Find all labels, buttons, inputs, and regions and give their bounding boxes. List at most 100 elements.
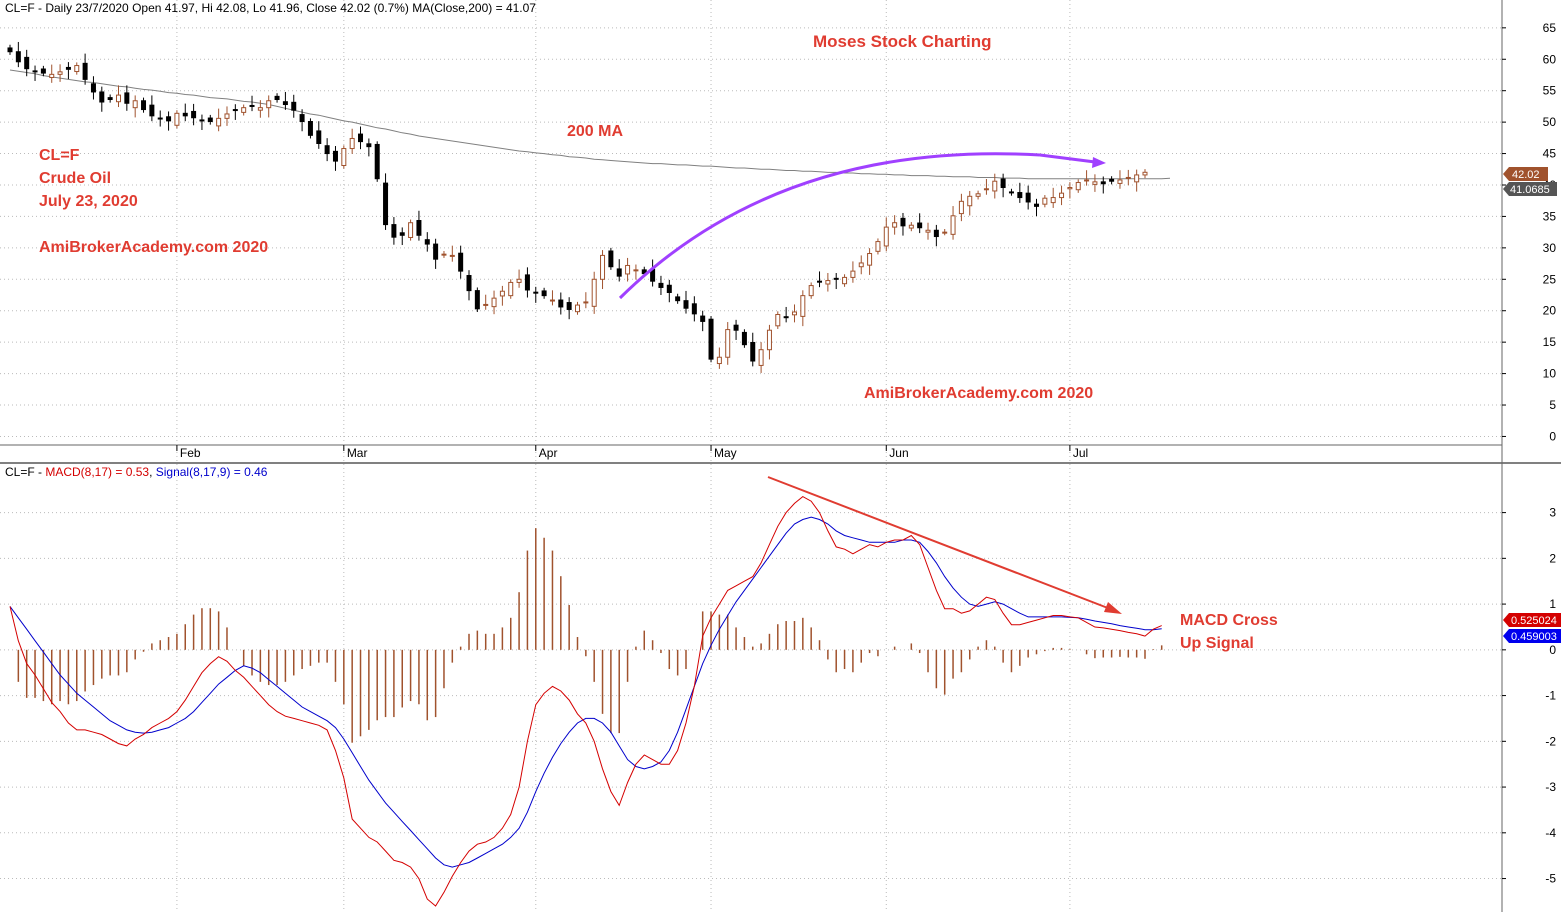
price-tick-label: 5: [1549, 398, 1556, 412]
candle: [124, 85, 130, 111]
candlestick-series: [7, 41, 1148, 373]
price-gridlines: [0, 27, 1502, 437]
candle: [207, 114, 213, 125]
candle: [115, 85, 121, 108]
candle: [741, 329, 747, 348]
candle: [633, 264, 639, 280]
price-tick-label: 10: [1543, 367, 1557, 381]
macd-tick-label: 1: [1549, 597, 1556, 611]
candle: [600, 250, 606, 290]
candle: [616, 259, 622, 282]
candle: [483, 294, 489, 310]
price-tick-label: 65: [1543, 21, 1557, 35]
candle: [800, 290, 806, 327]
candle: [157, 110, 163, 127]
candle: [750, 332, 756, 367]
macd-tick-label: -2: [1545, 734, 1556, 748]
macd-tick-label: -1: [1545, 689, 1556, 703]
candle: [274, 93, 280, 103]
candle: [1125, 169, 1131, 186]
macd-header-macd: MACD(8,17) = 0.53: [45, 465, 149, 479]
candle: [408, 219, 414, 241]
candle: [174, 110, 180, 129]
candle: [566, 297, 572, 320]
svg-text:41.0685: 41.0685: [1510, 184, 1550, 196]
candle: [733, 319, 739, 340]
macd-tick-label: 3: [1549, 506, 1556, 520]
candle: [508, 279, 514, 299]
candle: [975, 190, 981, 200]
candle: [324, 138, 330, 162]
price-tick-label: 25: [1543, 272, 1557, 286]
ma-200-label: 200 MA: [567, 123, 623, 140]
candle: [842, 274, 848, 287]
candle: [1084, 170, 1090, 186]
candle: [257, 100, 263, 118]
candle: [666, 279, 672, 303]
candle: [516, 269, 522, 288]
month-label: Jun: [889, 446, 908, 460]
candle: [1092, 174, 1098, 192]
candle: [24, 49, 30, 77]
candle: [917, 213, 923, 234]
month-label: Jul: [1073, 446, 1088, 460]
candle: [549, 290, 555, 306]
candle: [591, 271, 597, 314]
candle: [700, 310, 706, 332]
candle: [366, 138, 372, 157]
candle: [1042, 195, 1048, 208]
candle: [474, 287, 480, 312]
price-tick-label: 45: [1543, 147, 1557, 161]
watermark-bottom: AmiBrokerAcademy.com 2020: [864, 385, 1093, 402]
up-signal-label: Up Signal: [1180, 635, 1254, 652]
price-tick-label: 50: [1543, 115, 1557, 129]
candle: [833, 273, 839, 290]
candle: [416, 210, 422, 241]
candle: [533, 286, 539, 303]
candle: [1075, 179, 1081, 193]
macd-trend-arrow-head: [1104, 602, 1122, 614]
candle: [299, 109, 305, 132]
candle: [983, 179, 989, 195]
arc-arrow-tail: [1039, 153, 1096, 164]
ma-200-line: [9, 69, 1171, 180]
candle: [575, 301, 580, 315]
close-badge: 42.02: [1503, 167, 1548, 181]
candle: [358, 126, 364, 150]
candle: [867, 248, 873, 275]
macd-tick-label: -5: [1545, 872, 1556, 886]
month-label: Feb: [180, 446, 201, 460]
candle: [49, 64, 55, 83]
candle: [933, 224, 939, 247]
price-tick-label: 60: [1543, 52, 1557, 66]
price-tick-label: 20: [1543, 304, 1557, 318]
candle: [675, 293, 681, 304]
candle: [441, 251, 447, 258]
month-label: Apr: [539, 446, 558, 460]
candle: [32, 65, 38, 81]
macd-header-signal: Signal(8,17,9) = 0.46: [156, 465, 268, 479]
candle: [74, 62, 80, 75]
candle: [783, 306, 789, 323]
candle: [900, 212, 906, 236]
candle: [349, 128, 355, 154]
candle: [466, 270, 472, 301]
macd-header-sep: ,: [149, 465, 156, 479]
candle: [65, 62, 71, 80]
macd-tick-label: -3: [1545, 780, 1556, 794]
price-tick-label: 35: [1543, 209, 1557, 223]
moses-label: Moses Stock Charting: [813, 32, 992, 51]
candle: [149, 95, 155, 122]
macd-y-axis: -5 -4 -3 -2 -1 0 1 2 3: [1502, 506, 1556, 886]
candle: [716, 347, 722, 369]
svg-text:0.525024: 0.525024: [1511, 615, 1557, 627]
candle: [433, 238, 439, 269]
candle: [1025, 185, 1031, 210]
candle: [90, 76, 96, 100]
candle: [967, 190, 973, 216]
candle: [1000, 173, 1006, 198]
candle: [374, 141, 380, 182]
candle: [424, 232, 430, 252]
macd-header-prefix: CL=F -: [5, 465, 45, 479]
candle: [524, 267, 530, 298]
